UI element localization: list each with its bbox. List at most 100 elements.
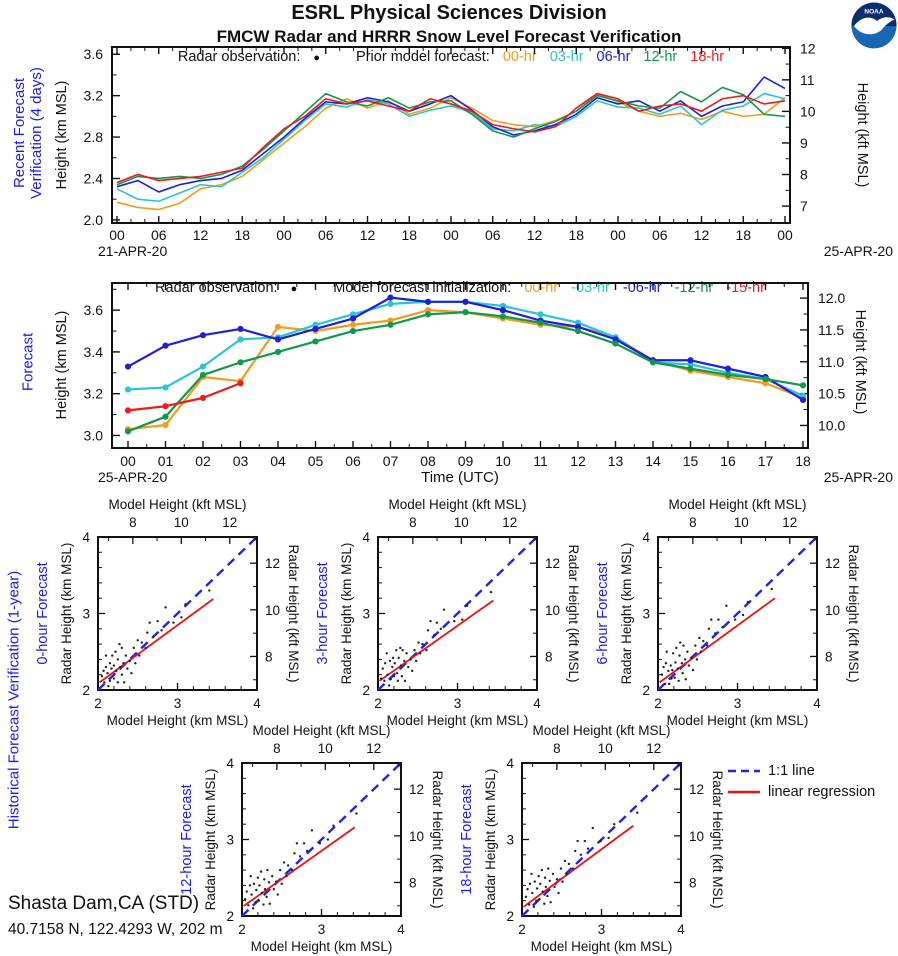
radar-observation-marker: ● — [313, 52, 321, 64]
svg-text:4: 4 — [533, 696, 541, 711]
recent-legend: Radar observation: ● Prior model forecast:… — [112, 49, 790, 65]
svg-text:14: 14 — [645, 453, 661, 469]
svg-text:08: 08 — [420, 453, 436, 469]
svg-text:00: 00 — [443, 227, 459, 243]
svg-text:07: 07 — [383, 453, 399, 469]
svg-text:12: 12 — [222, 515, 237, 530]
svg-text:7: 7 — [800, 198, 808, 214]
svg-text:2: 2 — [94, 696, 102, 711]
svg-text:4: 4 — [677, 922, 685, 937]
svg-text:3-hour Forecast: 3-hour Forecast — [315, 562, 331, 664]
svg-text:Radar Height (km MSL): Radar Height (km MSL) — [59, 543, 74, 685]
svg-text:Model Height (km MSL): Model Height (km MSL) — [531, 939, 673, 954]
svg-text:10: 10 — [800, 103, 816, 119]
svg-text:Radar Height (kft MSL): Radar Height (kft MSL) — [430, 770, 445, 908]
svg-text:10: 10 — [689, 829, 704, 844]
svg-text:12: 12 — [782, 515, 797, 530]
svg-text:3: 3 — [598, 922, 606, 937]
scatter-3-hour: 22 3 3 4 4 8 8 10 10 12 12 Model Height (kft MSL) Mo… — [315, 497, 581, 728]
svg-text:3.4: 3.4 — [84, 344, 104, 360]
legend-item: 12-hr — [643, 49, 678, 65]
svg-text:25-APR-20: 25-APR-20 — [824, 469, 893, 485]
svg-text:3.2: 3.2 — [84, 88, 104, 104]
page-title: ESRL Physical Sciences Division — [291, 2, 607, 24]
svg-text:12: 12 — [545, 556, 560, 571]
svg-text:Model Height (km MSL): Model Height (km MSL) — [387, 713, 529, 728]
svg-text:8: 8 — [689, 875, 697, 890]
svg-text:3.2: 3.2 — [84, 386, 104, 402]
svg-text:05: 05 — [308, 453, 324, 469]
svg-text:10: 10 — [598, 741, 613, 756]
svg-text:Height (kft MSL): Height (kft MSL) — [854, 83, 870, 188]
svg-text:12-hour Forecast: 12-hour Forecast — [179, 784, 195, 894]
svg-text:18: 18 — [795, 453, 811, 469]
noaa-logo: NOAA — [851, 2, 897, 49]
legend-item-label: linear regression — [768, 783, 876, 800]
svg-text:00: 00 — [120, 453, 136, 469]
scatter-0-hour: 22 3 3 4 4 8 8 10 10 12 12 Model Height (kft MSL) Mo… — [35, 497, 301, 728]
svg-text:12: 12 — [360, 227, 376, 243]
svg-text:2: 2 — [506, 909, 514, 924]
svg-text:8: 8 — [409, 515, 417, 530]
svg-text:2.8: 2.8 — [84, 129, 104, 145]
svg-text:2: 2 — [226, 909, 234, 924]
svg-text:21-APR-20: 21-APR-20 — [98, 243, 167, 259]
svg-text:3: 3 — [362, 607, 370, 622]
svg-text:Height (kft MSL): Height (kft MSL) — [852, 310, 868, 415]
svg-text:10: 10 — [265, 603, 280, 618]
svg-text:8: 8 — [129, 515, 137, 530]
svg-text:Model Height (kft MSL): Model Height (kft MSL) — [532, 723, 670, 738]
svg-text:06: 06 — [318, 227, 334, 243]
svg-text:2: 2 — [238, 922, 246, 937]
svg-text:6-hour Forecast: 6-hour Forecast — [595, 562, 611, 664]
svg-text:2: 2 — [518, 922, 526, 937]
svg-text:18: 18 — [234, 227, 250, 243]
svg-text:10.0: 10.0 — [818, 417, 845, 433]
svg-text:4: 4 — [397, 922, 405, 937]
svg-text:03: 03 — [233, 453, 249, 469]
svg-text:Radar Height (kft MSL): Radar Height (kft MSL) — [566, 544, 581, 682]
svg-text:12: 12 — [265, 556, 280, 571]
svg-text:2.4: 2.4 — [84, 170, 104, 186]
legend-item: linear regression — [727, 781, 875, 802]
legend-model-label: Prior model forecast: — [356, 49, 490, 65]
svg-text:Model Height (km MSL): Model Height (km MSL) — [251, 939, 393, 954]
svg-text:02: 02 — [195, 453, 211, 469]
svg-text:10: 10 — [825, 603, 840, 618]
svg-text:4: 4 — [642, 530, 650, 545]
legend-item: 18-hr — [690, 49, 725, 65]
svg-text:8: 8 — [800, 167, 808, 183]
svg-text:12: 12 — [527, 227, 543, 243]
svg-text:Model Height (km MSL): Model Height (km MSL) — [667, 713, 809, 728]
svg-text:10.5: 10.5 — [818, 386, 845, 402]
svg-text:3: 3 — [226, 833, 234, 848]
scatter-12-hour: 22 3 3 4 4 8 8 10 10 12 12 Model Height (kft MSL) Mo… — [179, 723, 445, 954]
legend-obs-label: Radar observation: — [177, 49, 301, 65]
svg-text:25-APR-20: 25-APR-20 — [98, 469, 167, 485]
svg-text:11.5: 11.5 — [818, 322, 844, 338]
svg-text:Time (UTC): Time (UTC) — [421, 469, 499, 486]
svg-text:8: 8 — [553, 741, 561, 756]
svg-text:8: 8 — [545, 649, 553, 664]
svg-text:10: 10 — [545, 603, 560, 618]
svg-text:10: 10 — [174, 515, 189, 530]
svg-text:12: 12 — [646, 741, 661, 756]
svg-text:0-hour Forecast: 0-hour Forecast — [35, 562, 51, 664]
svg-text:12: 12 — [502, 515, 517, 530]
svg-text:25-APR-20: 25-APR-20 — [824, 243, 893, 259]
svg-text:2.0: 2.0 — [84, 212, 104, 228]
svg-text:18: 18 — [401, 227, 417, 243]
svg-text:2: 2 — [654, 696, 662, 711]
svg-text:Radar Height (kft MSL): Radar Height (kft MSL) — [286, 544, 301, 682]
svg-text:11.0: 11.0 — [818, 354, 844, 370]
svg-text:4: 4 — [362, 530, 370, 545]
svg-text:11: 11 — [533, 453, 548, 469]
legend-item: 03-hr — [549, 49, 584, 65]
legend-item-label: 1:1 line — [768, 762, 815, 779]
svg-text:12: 12 — [366, 741, 381, 756]
recent-chart: 00 06 12 18 00 06 12 18 00 06 12 18 00 06 12 18 00 2.0 2.4… — [54, 40, 893, 259]
svg-text:15: 15 — [683, 453, 699, 469]
svg-text:2: 2 — [374, 696, 382, 711]
svg-text:4: 4 — [506, 756, 514, 771]
svg-text:10: 10 — [495, 453, 511, 469]
